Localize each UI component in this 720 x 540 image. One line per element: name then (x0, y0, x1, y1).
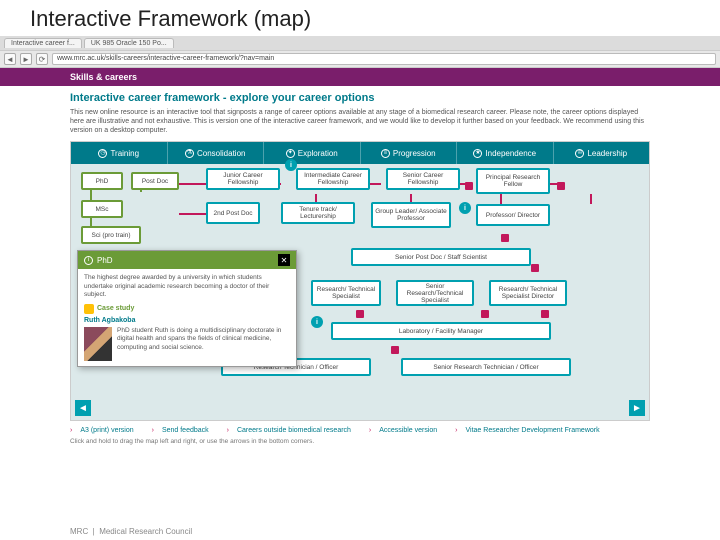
case-label: Case study (97, 304, 134, 313)
node-sci-pro[interactable]: Sci (pro train) (81, 226, 141, 244)
popup-header: i PhD ✕ (78, 251, 296, 269)
node-prof[interactable]: Professor/ Director (476, 204, 550, 226)
arrow-icon (531, 264, 539, 272)
arrow-icon (356, 310, 364, 318)
col-leadership[interactable]: ♔Leadership (554, 142, 650, 164)
browser-tab[interactable]: Interactive career f... (4, 38, 82, 48)
browser-tab[interactable]: UK 985 Oracle 150 Po... (84, 38, 174, 48)
avatar (84, 327, 112, 361)
node-popup: i PhD ✕ The highest degree awarded by a u… (77, 250, 297, 366)
section-bar: Skills & careers (0, 68, 720, 86)
back-button[interactable]: ◄ (4, 53, 16, 65)
col-label: Progression (393, 149, 436, 158)
forward-button[interactable]: ► (20, 53, 32, 65)
footer-brand: MRC | Medical Research Council (70, 527, 192, 536)
node-spec-director[interactable]: Research/ Technical Specialist Director (489, 280, 567, 306)
footer-link[interactable]: ›Vitae Researcher Development Framework (455, 427, 607, 434)
col-consolidation[interactable]: ⚗Consolidation (168, 142, 265, 164)
chevron-icon: › (70, 427, 72, 434)
chevron-icon: › (369, 427, 371, 434)
brand-name: Medical Research Council (99, 527, 192, 536)
node-tenure-lect[interactable]: Tenure track/ Lecturership (281, 202, 355, 224)
footer-links: ›A3 (print) version ›Send feedback ›Care… (70, 427, 650, 434)
chevron-icon: › (227, 427, 229, 434)
star-icon: ★ (473, 149, 482, 158)
case-study-header: Case study (84, 304, 290, 314)
close-button[interactable]: ✕ (278, 254, 290, 266)
map-scroll-right[interactable]: ► (629, 400, 645, 416)
col-exploration[interactable]: ✦Exploration (264, 142, 361, 164)
intro-text: This new online resource is an interacti… (70, 108, 650, 135)
col-label: Independence (485, 149, 536, 158)
brand-abbrev: MRC (70, 527, 88, 536)
url-input[interactable]: www.mrc.ac.uk/skills-careers/interactive… (52, 53, 716, 65)
node-principal[interactable]: Principal Research Fellow (476, 168, 550, 194)
case-person-name[interactable]: Ruth Agbakoba (84, 316, 290, 325)
node-senior-fellow[interactable]: Senior Career Fellowship (386, 168, 460, 190)
col-progression[interactable]: ≡Progression (361, 142, 458, 164)
arrow-icon (391, 346, 399, 354)
map-body[interactable]: PhD Post Doc Junior Career Fellowship In… (71, 164, 649, 402)
popup-desc: The highest degree awarded by a universi… (84, 274, 290, 299)
footer-link[interactable]: ›A3 (print) version (70, 427, 142, 434)
node-senior-tech[interactable]: Senior Research Technician / Officer (401, 358, 571, 376)
compass-icon: ✦ (286, 149, 295, 158)
col-training[interactable]: ◷Training (71, 142, 168, 164)
col-label: Training (110, 149, 139, 158)
map-scroll-left[interactable]: ◄ (75, 400, 91, 416)
arrow-icon (481, 310, 489, 318)
page-title: Interactive career framework - explore y… (70, 92, 650, 104)
node-senior-postdoc[interactable]: Senior Post Doc / Staff Scientist (351, 248, 531, 266)
info-icon[interactable]: i (459, 202, 471, 214)
steps-icon: ≡ (381, 149, 390, 158)
column-headers: ◷Training ⚗Consolidation ✦Exploration ≡P… (71, 142, 649, 164)
slide-title: Interactive Framework (map) (0, 0, 720, 36)
node-msc[interactable]: MSc (81, 200, 123, 218)
popup-body: The highest degree awarded by a universi… (78, 269, 296, 365)
career-map[interactable]: ◷Training ⚗Consolidation ✦Exploration ≡P… (70, 141, 650, 421)
chevron-icon: › (455, 427, 457, 434)
footer-link[interactable]: ›Careers outside biomedical research (227, 427, 359, 434)
node-senior-spec[interactable]: Senior Research/Technical Specialist (396, 280, 474, 306)
map-hint: Click and hold to drag the map left and … (70, 438, 650, 445)
popup-title: PhD (97, 256, 113, 265)
chevron-icon: › (152, 427, 154, 434)
case-person-desc: PhD student Ruth is doing a multidiscipl… (117, 327, 290, 361)
info-icon: i (84, 256, 93, 265)
node-phd[interactable]: PhD (81, 172, 123, 190)
col-label: Leadership (587, 149, 627, 158)
arrow-icon (557, 182, 565, 190)
browser-toolbar: ◄ ► ⟳ www.mrc.ac.uk/skills-careers/inter… (0, 50, 720, 68)
node-second-postdoc[interactable]: 2nd Post Doc (206, 202, 260, 224)
page-content: Skills & careers Interactive career fram… (0, 68, 720, 451)
footer-link[interactable]: ›Accessible version (369, 427, 445, 434)
tab-strip: Interactive career f... UK 985 Oracle 15… (0, 36, 720, 50)
arrow-icon (541, 310, 549, 318)
node-postdoc[interactable]: Post Doc (131, 172, 179, 190)
clock-icon: ◷ (98, 149, 107, 158)
arrow-icon (501, 234, 509, 242)
node-lab-manager[interactable]: Laboratory / Facility Manager (331, 322, 551, 340)
node-inter-fellow[interactable]: Intermediate Career Fellowship (296, 168, 370, 190)
node-junior-fellow[interactable]: Junior Career Fellowship (206, 168, 280, 190)
col-label: Consolidation (197, 149, 245, 158)
crown-icon: ♔ (575, 149, 584, 158)
info-icon[interactable]: i (311, 316, 323, 328)
flask-icon: ⚗ (185, 149, 194, 158)
footer-link[interactable]: ›Send feedback (152, 427, 217, 434)
case-icon (84, 304, 94, 314)
node-research-spec[interactable]: Research/ Technical Specialist (311, 280, 381, 306)
node-group-leader[interactable]: Group Leader/ Associate Professor (371, 202, 451, 228)
reload-button[interactable]: ⟳ (36, 53, 48, 65)
col-independence[interactable]: ★Independence (457, 142, 554, 164)
arrow-icon (465, 182, 473, 190)
col-label: Exploration (298, 149, 338, 158)
browser-window: Interactive career f... UK 985 Oracle 15… (0, 36, 720, 68)
